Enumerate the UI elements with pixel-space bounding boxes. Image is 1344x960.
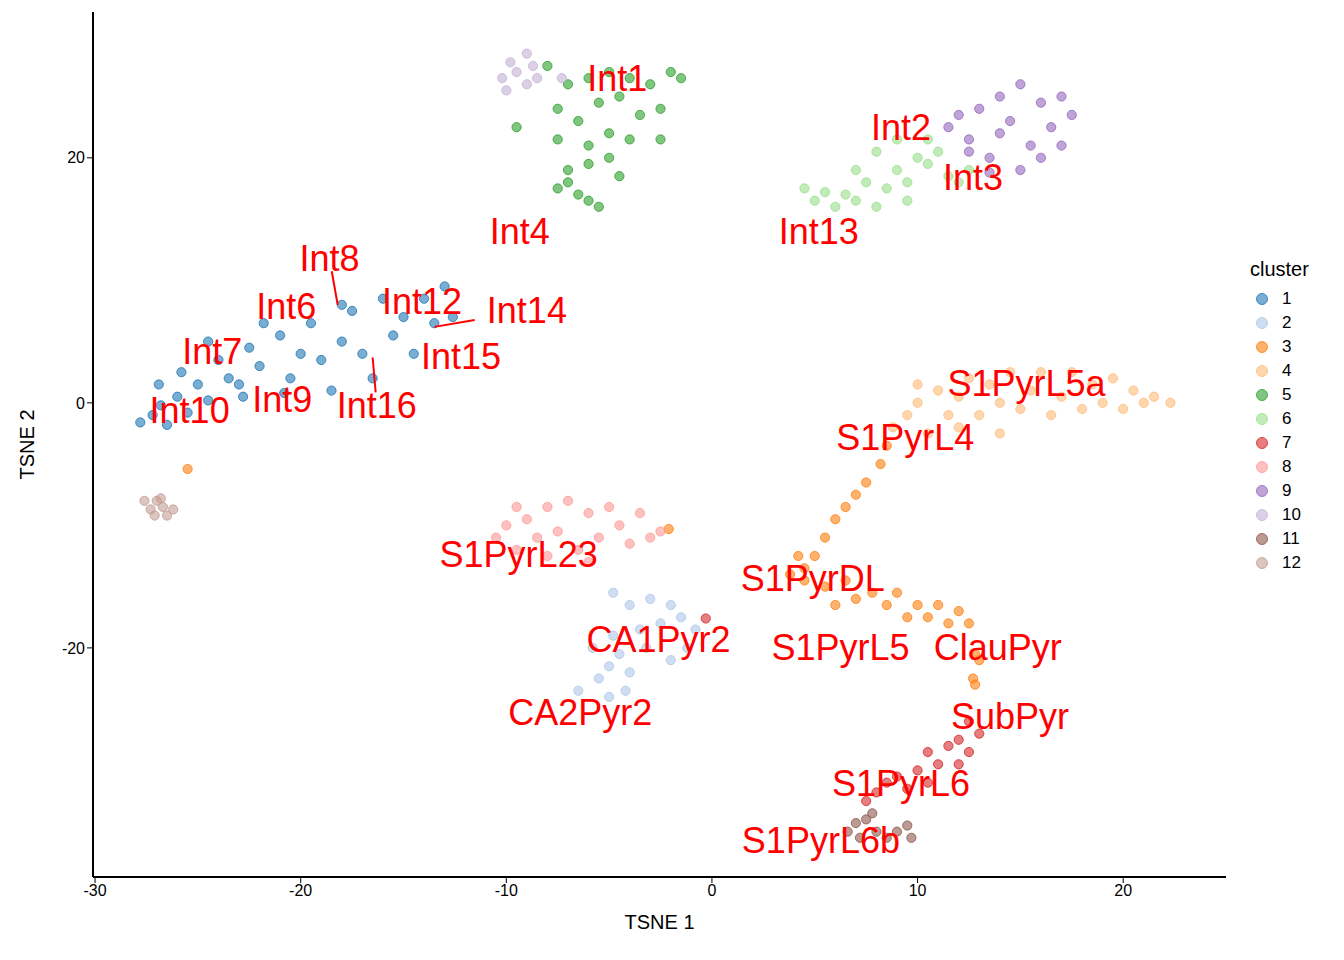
svg-text:0: 0: [707, 882, 716, 899]
svg-text:Int15: Int15: [421, 336, 501, 377]
svg-text:Int14: Int14: [487, 290, 567, 331]
svg-text:S1PyrL6: S1PyrL6: [832, 763, 970, 804]
svg-text:20: 20: [67, 149, 85, 166]
svg-text:Int13: Int13: [779, 211, 859, 252]
svg-text:20: 20: [1114, 882, 1132, 899]
svg-text:TSNE 1: TSNE 1: [624, 911, 694, 933]
html-text:6: 6: [1282, 409, 1292, 428]
svg-text:S1PyrDL: S1PyrDL: [741, 558, 885, 599]
svg-text:Int6: Int6: [256, 286, 316, 327]
svg-text:Int3: Int3: [943, 157, 1003, 198]
svg-text:-20: -20: [289, 882, 312, 899]
svg-text:S1PyrL23: S1PyrL23: [440, 534, 598, 575]
svg-text:S1PyrL4: S1PyrL4: [836, 417, 974, 458]
svg-text:10: 10: [909, 882, 927, 899]
svg-text:-20: -20: [62, 640, 85, 657]
svg-text:TSNE 2: TSNE 2: [16, 409, 38, 479]
svg-text:Int4: Int4: [490, 211, 550, 252]
html-text:7: 7: [1282, 433, 1292, 452]
html-text:cluster: cluster: [1250, 258, 1309, 280]
svg-text:Int1: Int1: [587, 58, 647, 99]
svg-text:Int12: Int12: [382, 281, 462, 322]
svg-text:ClauPyr: ClauPyr: [934, 627, 1062, 668]
html-text:9: 9: [1282, 481, 1292, 500]
svg-text:S1PyrL5: S1PyrL5: [771, 627, 909, 668]
svg-text:CA2Pyr2: CA2Pyr2: [508, 692, 652, 733]
html-text:4: 4: [1282, 361, 1292, 380]
svg-text:Int16: Int16: [337, 385, 417, 426]
svg-text:SubPyr: SubPyr: [951, 696, 1069, 737]
svg-text:Int7: Int7: [182, 331, 242, 372]
html-text:5: 5: [1282, 385, 1292, 404]
svg-text:S1PyrL6b: S1PyrL6b: [742, 820, 900, 861]
html-text:8: 8: [1282, 457, 1292, 476]
svg-text:0: 0: [76, 395, 85, 412]
html-text:3: 3: [1282, 337, 1292, 356]
html-text:1: 1: [1282, 289, 1292, 308]
svg-text:S1PyrL5a: S1PyrL5a: [947, 363, 1106, 404]
svg-text:Int10: Int10: [150, 390, 230, 431]
svg-text:Int2: Int2: [871, 107, 931, 148]
html-text:12: 12: [1282, 553, 1301, 572]
svg-text:Int9: Int9: [252, 379, 312, 420]
html-text:10: 10: [1282, 505, 1301, 524]
svg-text:Int8: Int8: [299, 238, 359, 279]
svg-text:-10: -10: [495, 882, 518, 899]
html-text:2: 2: [1282, 313, 1292, 332]
html-text:11: 11: [1282, 529, 1300, 548]
svg-text:CA1Pyr2: CA1Pyr2: [586, 619, 730, 660]
svg-text:-30: -30: [83, 882, 106, 899]
